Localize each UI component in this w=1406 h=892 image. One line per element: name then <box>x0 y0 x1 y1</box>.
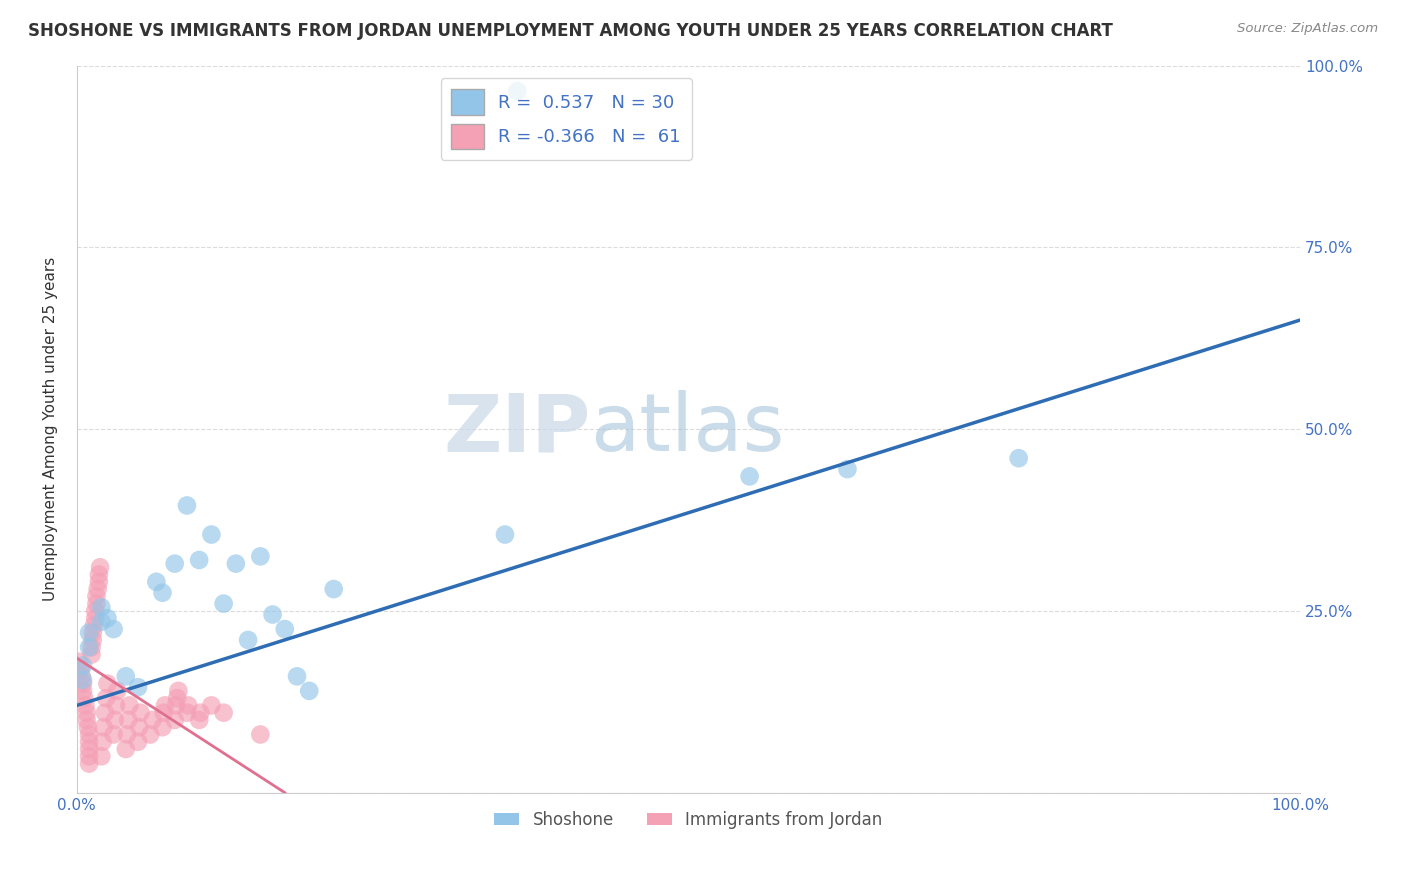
Point <box>104 713 127 727</box>
Point <box>142 713 165 727</box>
Point <box>285 669 308 683</box>
Point <box>77 727 100 741</box>
Point <box>72 673 94 687</box>
Point <box>82 632 104 647</box>
Point <box>115 727 138 741</box>
Point <box>129 706 152 720</box>
Point <box>93 720 115 734</box>
Point <box>738 469 761 483</box>
Point <box>128 720 150 734</box>
Point <box>152 720 174 734</box>
Point <box>77 640 100 655</box>
Point <box>114 669 136 683</box>
Point <box>494 527 516 541</box>
Point <box>166 691 188 706</box>
Y-axis label: Unemployment Among Youth under 25 years: Unemployment Among Youth under 25 years <box>44 257 58 601</box>
Point <box>200 527 222 541</box>
Point <box>94 706 117 720</box>
Point <box>87 567 110 582</box>
Point <box>1008 451 1031 466</box>
Point <box>249 549 271 564</box>
Point <box>176 706 198 720</box>
Point <box>103 622 125 636</box>
Point <box>190 706 212 720</box>
Point <box>77 720 100 734</box>
Point <box>165 698 187 713</box>
Point <box>77 735 100 749</box>
Point <box>89 560 111 574</box>
Point <box>127 680 149 694</box>
Text: SHOSHONE VS IMMIGRANTS FROM JORDAN UNEMPLOYMENT AMONG YOUTH UNDER 25 YEARS CORRE: SHOSHONE VS IMMIGRANTS FROM JORDAN UNEMP… <box>28 22 1114 40</box>
Point <box>236 632 259 647</box>
Point <box>200 698 222 713</box>
Point <box>91 735 114 749</box>
Point <box>77 625 100 640</box>
Point <box>176 499 198 513</box>
Text: Source: ZipAtlas.com: Source: ZipAtlas.com <box>1237 22 1378 36</box>
Point <box>86 597 108 611</box>
Point <box>86 582 108 596</box>
Point <box>82 625 104 640</box>
Point <box>90 749 112 764</box>
Legend: Shoshone, Immigrants from Jordan: Shoshone, Immigrants from Jordan <box>488 804 890 835</box>
Point <box>152 585 174 599</box>
Point <box>86 590 108 604</box>
Point <box>75 698 97 713</box>
Point <box>262 607 284 622</box>
Point <box>72 658 94 673</box>
Point <box>73 691 96 706</box>
Point <box>177 698 200 713</box>
Point <box>152 706 174 720</box>
Point <box>67 655 90 669</box>
Point <box>76 713 98 727</box>
Point <box>225 557 247 571</box>
Point <box>118 698 141 713</box>
Point <box>163 557 186 571</box>
Point <box>212 706 235 720</box>
Point <box>80 648 103 662</box>
Point <box>127 735 149 749</box>
Point <box>274 622 297 636</box>
Point <box>117 713 139 727</box>
Point <box>298 684 321 698</box>
Text: atlas: atlas <box>591 390 785 468</box>
Point <box>105 698 128 713</box>
Point <box>84 604 107 618</box>
Point <box>72 684 94 698</box>
Point <box>249 727 271 741</box>
Point <box>153 698 176 713</box>
Point <box>114 742 136 756</box>
Point <box>69 662 91 676</box>
Point <box>103 727 125 741</box>
Point <box>188 553 211 567</box>
Point <box>72 676 94 690</box>
Point <box>105 684 128 698</box>
Text: ZIP: ZIP <box>443 390 591 468</box>
Point <box>96 676 118 690</box>
Point <box>84 611 107 625</box>
Point <box>90 600 112 615</box>
Point <box>96 611 118 625</box>
Point <box>80 640 103 655</box>
Point <box>90 615 112 629</box>
Point <box>163 713 186 727</box>
Point <box>77 756 100 771</box>
Point <box>506 84 529 98</box>
Point <box>212 597 235 611</box>
Point <box>87 574 110 589</box>
Point <box>83 618 105 632</box>
Point <box>70 669 93 683</box>
Point <box>77 742 100 756</box>
Point <box>96 691 118 706</box>
Point <box>76 706 98 720</box>
Point <box>188 713 211 727</box>
Point <box>167 684 190 698</box>
Point <box>77 749 100 764</box>
Point <box>322 582 344 596</box>
Point <box>145 574 167 589</box>
Point <box>837 462 859 476</box>
Point <box>139 727 162 741</box>
